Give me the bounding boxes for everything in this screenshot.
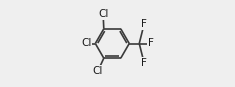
Text: Cl: Cl [81, 39, 92, 48]
Text: F: F [141, 58, 147, 68]
Text: Cl: Cl [93, 66, 103, 76]
Text: Cl: Cl [98, 9, 108, 19]
Text: F: F [148, 39, 154, 48]
Text: F: F [141, 19, 147, 29]
